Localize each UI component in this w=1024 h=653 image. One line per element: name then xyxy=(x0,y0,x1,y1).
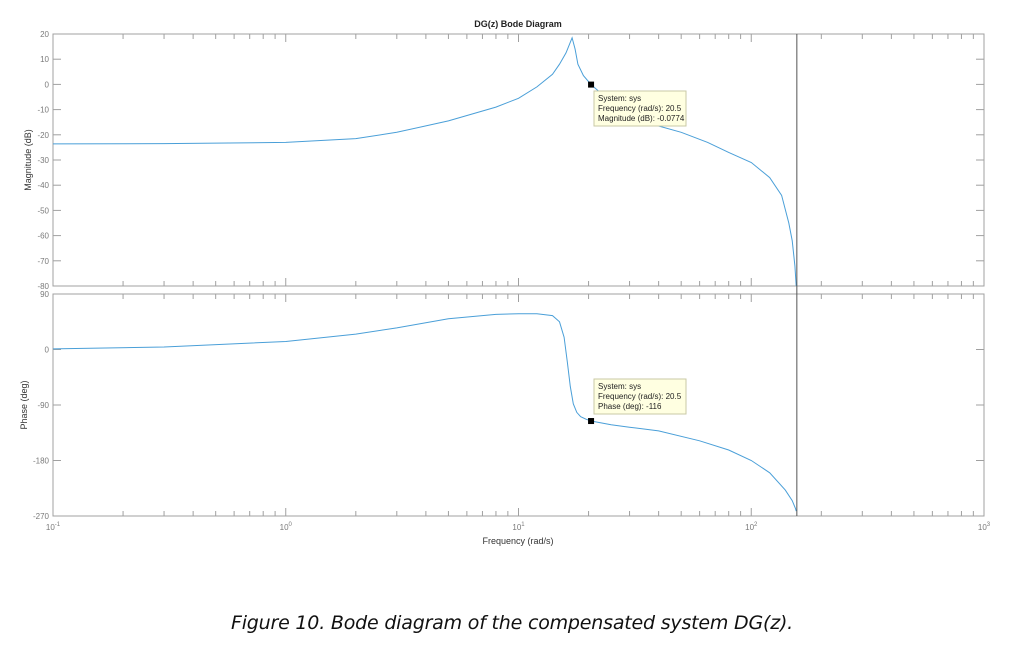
magnitude-datatip[interactable]: System: sys Frequency (rad/s): 20.5 Magn… xyxy=(588,81,687,127)
datatip-marker[interactable] xyxy=(588,418,595,425)
magnitude-axes: 20 10 0 -10 -20 -30 -40 -50 -60 -70 -80 Magnitude … xyxy=(23,30,985,291)
x-tick-labels: 10-1 100 101 102 103 xyxy=(46,522,991,532)
svg-text:102: 102 xyxy=(745,522,758,532)
svg-text:90: 90 xyxy=(40,290,49,299)
magnitude-curve xyxy=(52,36,797,287)
svg-text:10: 10 xyxy=(40,55,49,64)
phase-axes: 90 0 -90 -180 -270 Phase (deg) xyxy=(19,290,985,521)
datatip-line-2: Frequency (rad/s): 20.5 xyxy=(598,104,682,113)
datatip-line-2: Frequency (rad/s): 20.5 xyxy=(598,392,682,401)
chart-title: DG(z) Bode Diagram xyxy=(474,19,562,29)
svg-text:-90: -90 xyxy=(37,401,49,410)
datatip-line-3: Phase (deg): -116 xyxy=(598,402,662,411)
phase-y-ticks: 90 0 -90 -180 -270 xyxy=(33,290,984,521)
svg-text:101: 101 xyxy=(512,522,525,532)
datatip-line-1: System: sys xyxy=(598,382,641,391)
datatip-box xyxy=(593,90,687,127)
svg-text:10-1: 10-1 xyxy=(46,522,61,532)
datatip-line-1: System: sys xyxy=(598,94,641,103)
svg-text:20: 20 xyxy=(40,30,49,39)
phase-y-label: Phase (deg) xyxy=(19,380,29,429)
svg-text:-40: -40 xyxy=(37,181,49,190)
phase-x-ticks xyxy=(52,294,974,516)
datatip-box xyxy=(593,378,687,415)
svg-text:-70: -70 xyxy=(37,257,49,266)
bode-figure: DG(z) Bode Diagram 20100-10-20-30-40-50-… xyxy=(19,19,991,546)
magnitude-x-ticks xyxy=(52,34,974,286)
datatip-marker[interactable] xyxy=(588,81,595,88)
datatip-line-3: Magnitude (dB): -0.0774 xyxy=(598,114,685,123)
svg-text:-270: -270 xyxy=(33,512,50,521)
svg-text:-50: -50 xyxy=(37,206,49,215)
svg-text:-20: -20 xyxy=(37,131,49,140)
svg-text:0: 0 xyxy=(45,80,50,89)
phase-curve xyxy=(52,313,797,512)
svg-text:-30: -30 xyxy=(37,156,49,165)
magnitude-y-ticks: 20 10 0 -10 -20 -30 -40 -50 -60 -70 -80 xyxy=(37,30,984,291)
svg-text:-180: -180 xyxy=(33,457,50,466)
phase-datatip[interactable]: System: sys Frequency (rad/s): 20.5 Phas… xyxy=(588,378,687,425)
svg-text:-80: -80 xyxy=(37,282,49,291)
figure-caption: Figure 10. Bode diagram of the compensat… xyxy=(230,612,794,634)
svg-text:0: 0 xyxy=(45,346,50,355)
svg-text:100: 100 xyxy=(280,522,293,532)
svg-text:-10: -10 xyxy=(37,106,49,115)
magnitude-y-label: Magnitude (dB) xyxy=(23,129,33,191)
svg-text:-60: -60 xyxy=(37,232,49,241)
svg-text:103: 103 xyxy=(978,522,991,532)
x-axis-label: Frequency (rad/s) xyxy=(482,536,553,546)
